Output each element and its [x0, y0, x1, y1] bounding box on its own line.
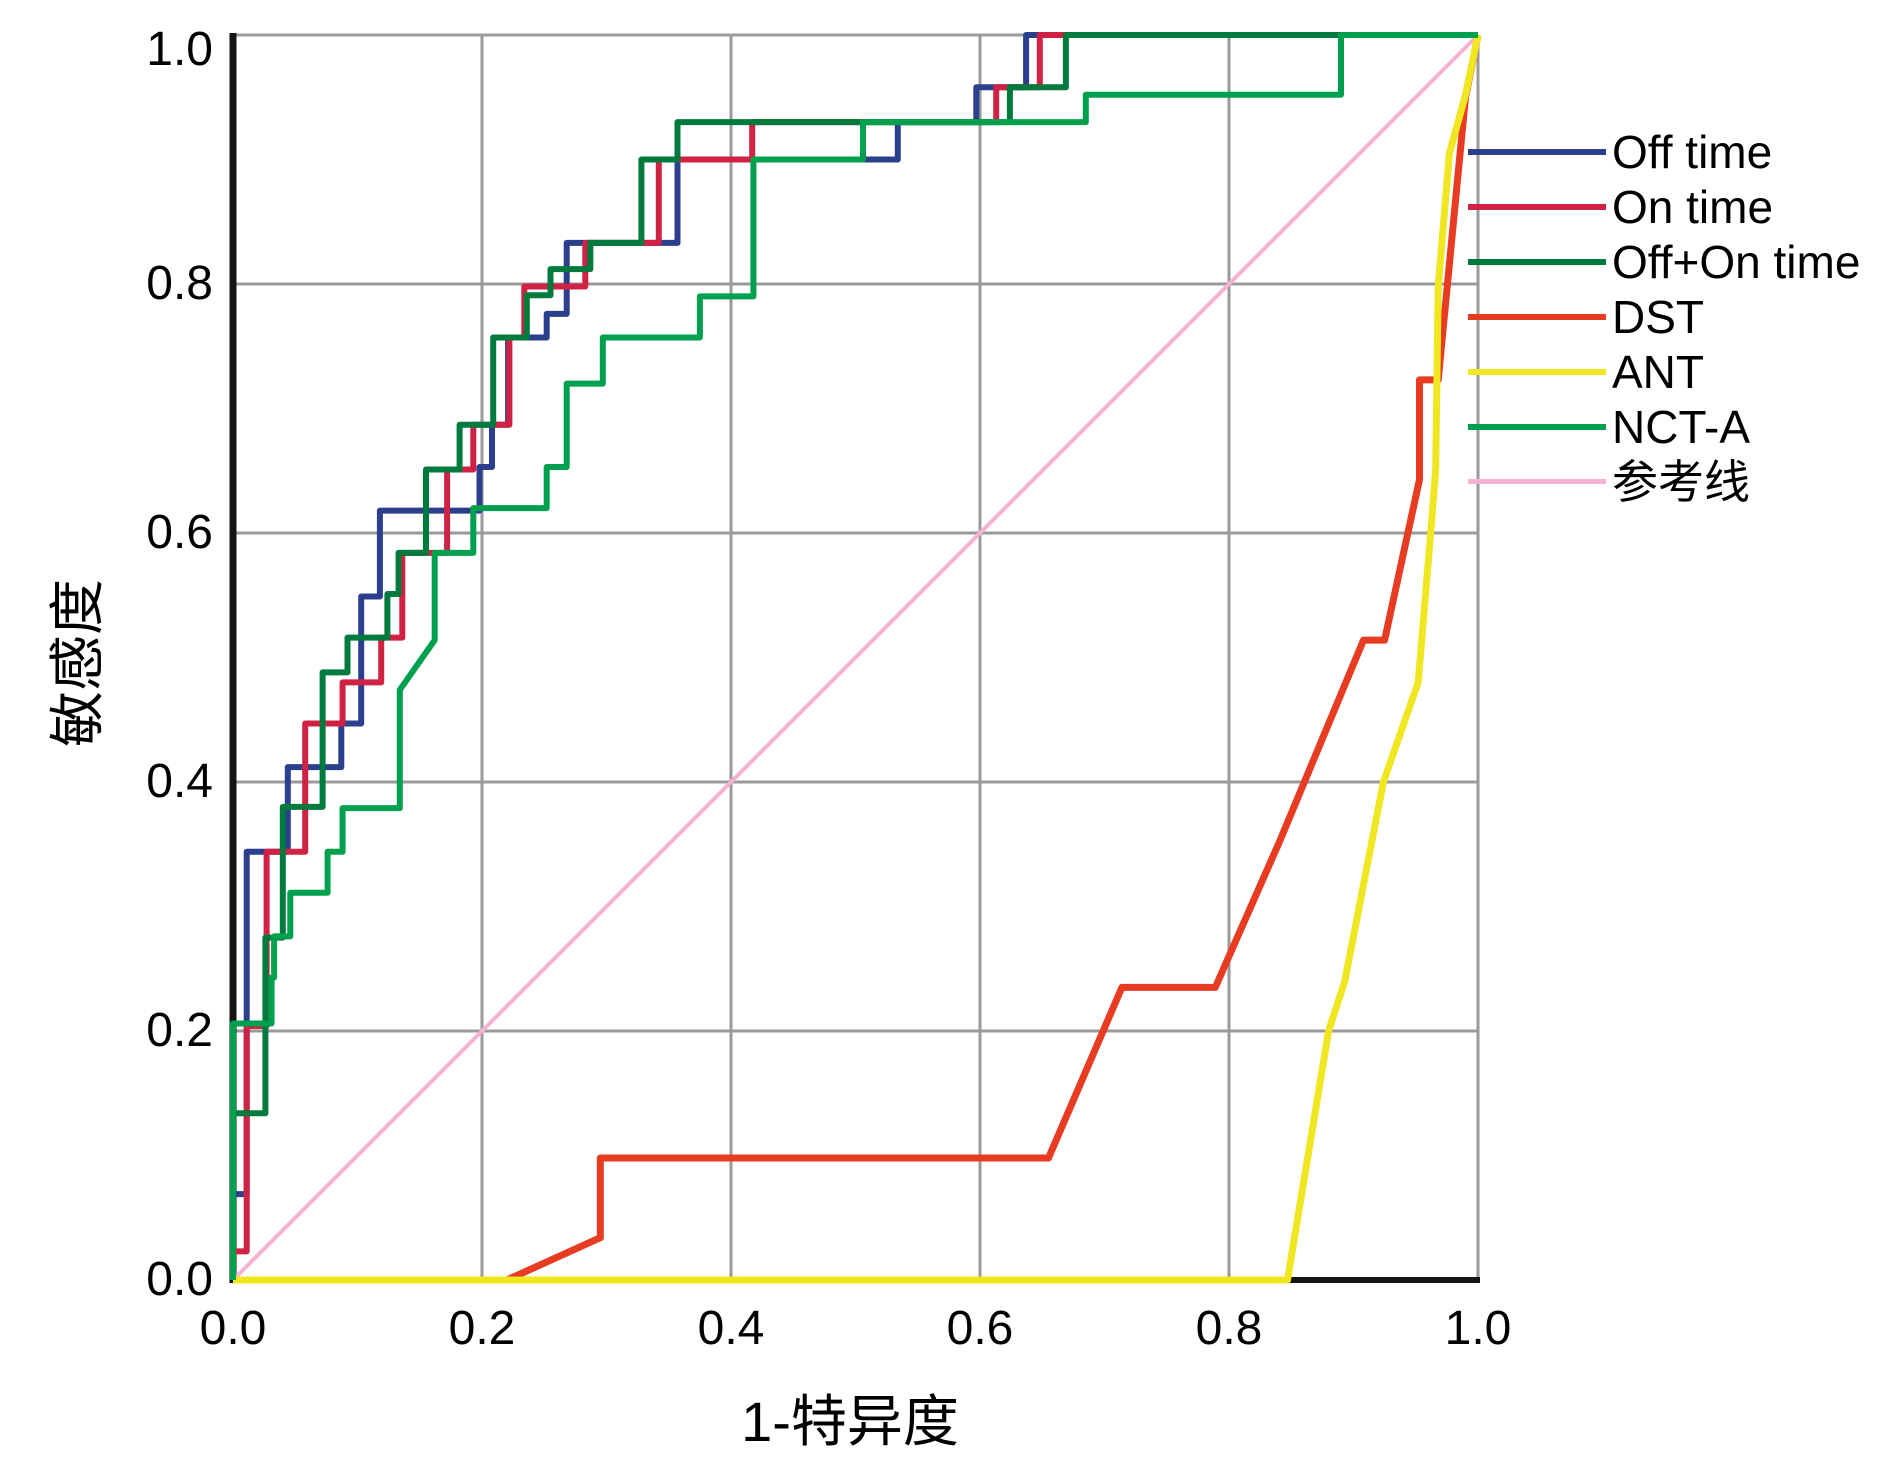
legend-line-swatch-ant	[1468, 368, 1606, 375]
curve-on-time	[230, 32, 1478, 1280]
y-axis-label: 敏感度	[46, 579, 109, 747]
x-tick-label-0.0: 0.0	[199, 1302, 267, 1355]
legend-line-swatch-on-time	[1468, 203, 1606, 210]
curve-ant	[233, 34, 1482, 1284]
y-tick-label-0.4: 0.4	[146, 755, 213, 808]
legend-label-on-time: On time	[1612, 180, 1774, 233]
y-tick-label-0.8: 0.8	[146, 257, 213, 310]
legend-item-nct-a: NCT-A	[1468, 399, 1860, 454]
legend: Off time On time Off+On time DST ANT NCT-A 参考线	[1468, 124, 1860, 509]
curve-dst	[233, 34, 1482, 1284]
x-tick-label-0.6: 0.6	[946, 1302, 1014, 1355]
legend-label-off-time: Off time	[1612, 125, 1773, 178]
legend-line-swatch-off-time	[1468, 148, 1606, 155]
legend-label-dst: DST	[1612, 290, 1704, 343]
legend-line-swatch-off-on-time	[1468, 258, 1606, 265]
x-tick-label-0.2: 0.2	[448, 1302, 516, 1355]
legend-item-ref: 参考线	[1468, 454, 1860, 509]
legend-line-swatch-ref	[1468, 479, 1606, 484]
legend-line-swatch-dst	[1468, 313, 1606, 320]
y-tick-label-0.2: 0.2	[146, 1004, 213, 1057]
y-tick-label-0.6: 0.6	[146, 506, 213, 559]
legend-label-nct-a: NCT-A	[1612, 400, 1750, 453]
legend-item-dst: DST	[1468, 289, 1860, 344]
legend-line-swatch-nct-a	[1468, 423, 1606, 430]
legend-label-ant: ANT	[1612, 345, 1704, 398]
legend-label-off-on-time: Off+On time	[1612, 235, 1861, 288]
legend-item-on-time: On time	[1468, 179, 1860, 234]
curve-ref	[231, 33, 1480, 1282]
legend-item-off-time: Off time	[1468, 124, 1860, 179]
x-axis-label: 1-特异度	[741, 1390, 959, 1453]
curve-nct-a	[230, 32, 1478, 1280]
legend-label-ref: 参考线	[1612, 455, 1750, 508]
x-tick-label-0.4: 0.4	[697, 1302, 765, 1355]
curve-off-on-time	[230, 32, 1478, 1280]
legend-item-ant: ANT	[1468, 344, 1860, 399]
x-tick-label-1.0: 1.0	[1444, 1302, 1512, 1355]
y-tick-label-1.0: 1.0	[146, 23, 213, 76]
y-tick-label-0.0: 0.0	[146, 1253, 213, 1306]
legend-item-off-on-time: Off+On time	[1468, 234, 1860, 289]
x-tick-label-0.8: 0.8	[1195, 1302, 1263, 1355]
